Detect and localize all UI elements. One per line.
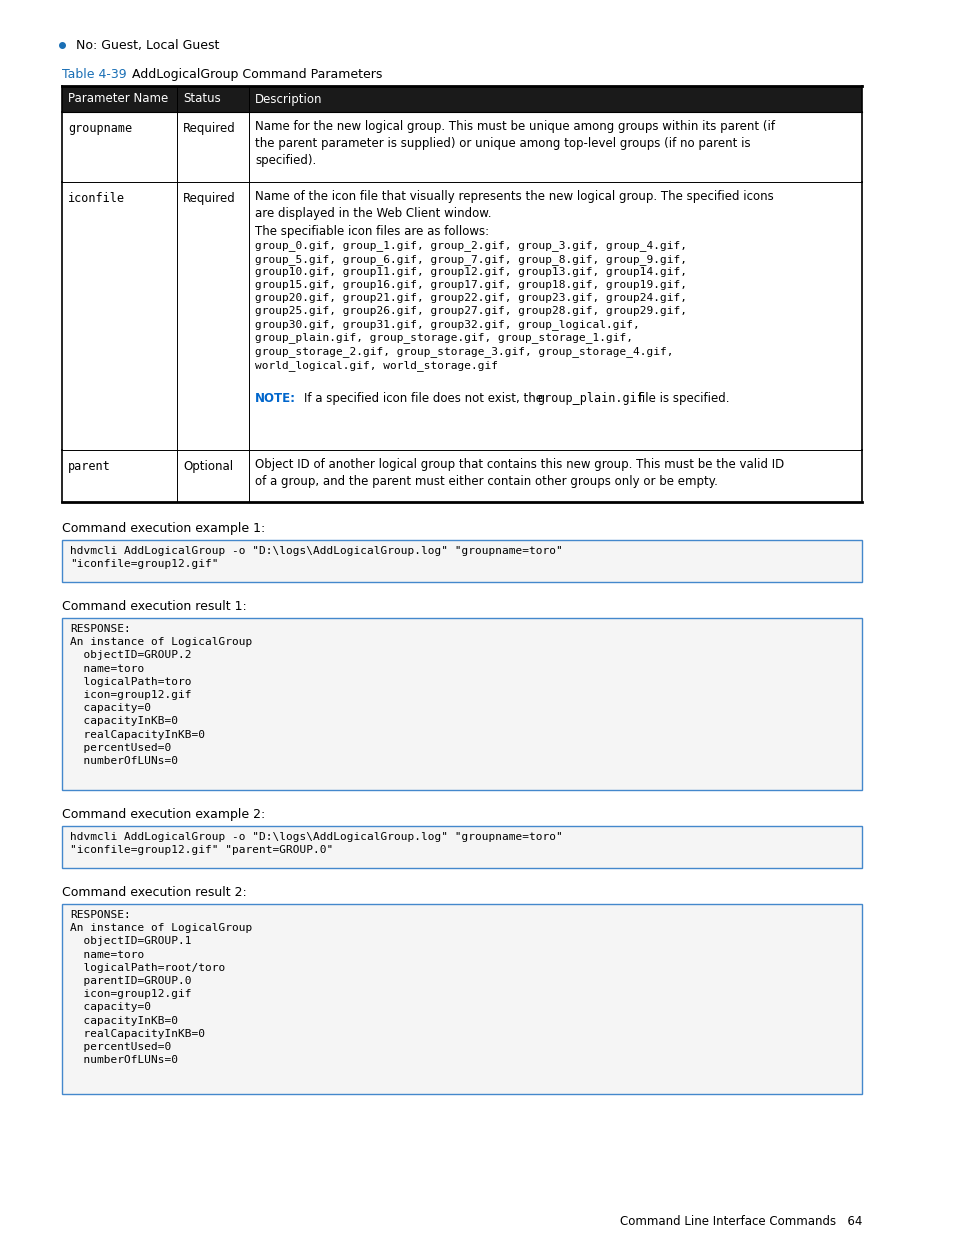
Text: The specifiable icon files are as follows:: The specifiable icon files are as follow…	[254, 225, 489, 238]
Text: If a specified icon file does not exist, the: If a specified icon file does not exist,…	[289, 391, 546, 405]
Text: file is specified.: file is specified.	[634, 391, 729, 405]
Text: Name of the icon file that visually represents the new logical group. The specif: Name of the icon file that visually repr…	[254, 190, 773, 220]
Text: Command Line Interface Commands   64: Command Line Interface Commands 64	[619, 1215, 862, 1228]
Text: groupname: groupname	[68, 122, 132, 135]
Text: AddLogicalGroup Command Parameters: AddLogicalGroup Command Parameters	[124, 68, 382, 82]
Text: Object ID of another logical group that contains this new group. This must be th: Object ID of another logical group that …	[254, 458, 783, 488]
Text: iconfile: iconfile	[68, 191, 125, 205]
Text: Command execution example 1:: Command execution example 1:	[62, 522, 265, 535]
Text: Required: Required	[183, 191, 235, 205]
Text: Required: Required	[183, 122, 235, 135]
Text: group_0.gif, group_1.gif, group_2.gif, group_3.gif, group_4.gif,
group_5.gif, gr: group_0.gif, group_1.gif, group_2.gif, g…	[254, 240, 686, 370]
Text: Command execution example 2:: Command execution example 2:	[62, 808, 265, 821]
Text: Optional: Optional	[183, 459, 233, 473]
Text: Table 4-39: Table 4-39	[62, 68, 127, 82]
Bar	[62, 86, 862, 112]
Bar	[62, 826, 862, 868]
Text: NOTE:: NOTE:	[254, 391, 295, 405]
Bar	[62, 112, 862, 182]
Text: parent: parent	[68, 459, 111, 473]
Text: Description: Description	[254, 93, 322, 105]
Text: hdvmcli AddLogicalGroup -o "D:\logs\AddLogicalGroup.log" "groupname=toro"
"iconf: hdvmcli AddLogicalGroup -o "D:\logs\AddL…	[70, 546, 562, 569]
Text: Name for the new logical group. This must be unique among groups within its pare: Name for the new logical group. This mus…	[254, 120, 774, 167]
Bar	[62, 540, 862, 582]
Text: Command execution result 2:: Command execution result 2:	[62, 885, 247, 899]
Bar	[62, 904, 862, 1094]
Text: RESPONSE:
An instance of LogicalGroup
  objectID=GROUP.1
  name=toro
  logicalPa: RESPONSE: An instance of LogicalGroup ob…	[70, 910, 252, 1066]
Text: Parameter Name: Parameter Name	[68, 93, 168, 105]
Text: Command execution result 1:: Command execution result 1:	[62, 600, 247, 613]
Bar	[62, 182, 862, 450]
Bar	[62, 450, 862, 501]
Text: No: Guest, Local Guest: No: Guest, Local Guest	[76, 38, 219, 52]
Text: Status: Status	[183, 93, 220, 105]
Bar	[62, 618, 862, 790]
Text: group_plain.gif: group_plain.gif	[537, 391, 643, 405]
Text: hdvmcli AddLogicalGroup -o "D:\logs\AddLogicalGroup.log" "groupname=toro"
"iconf: hdvmcli AddLogicalGroup -o "D:\logs\AddL…	[70, 832, 562, 855]
Text: RESPONSE:
An instance of LogicalGroup
  objectID=GROUP.2
  name=toro
  logicalPa: RESPONSE: An instance of LogicalGroup ob…	[70, 624, 252, 766]
